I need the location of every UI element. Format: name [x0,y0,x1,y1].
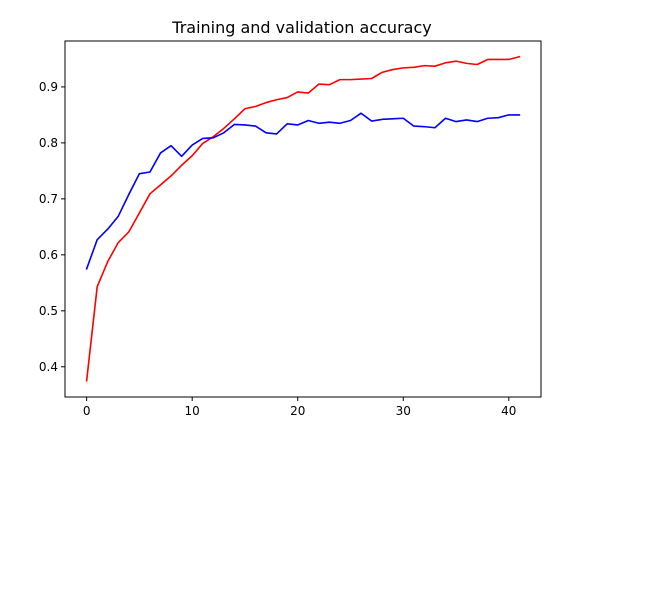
y-axis: 0.4 0.5 0.6 0.7 0.8 0.9 [39,80,65,374]
series-line-0 [85,55,521,382]
y-tick-label: 0.9 [39,80,58,94]
series-layer [85,55,521,382]
x-tick-label: 20 [290,404,305,418]
x-tick-label: 10 [185,404,200,418]
y-tick-label: 0.4 [39,360,58,374]
x-tick-label: 30 [396,404,411,418]
x-tick-label: 0 [83,404,91,418]
x-axis: 0 10 20 30 40 [83,397,516,418]
plot-frame [64,40,542,398]
y-tick-label: 0.8 [39,136,58,150]
y-tick-label: 0.5 [39,304,58,318]
x-tick-label: 40 [501,404,516,418]
chart-title: Training and validation accuracy [171,18,431,37]
series-line-1 [85,112,521,270]
y-tick-label: 0.7 [39,192,58,206]
y-tick-label: 0.6 [39,248,58,262]
